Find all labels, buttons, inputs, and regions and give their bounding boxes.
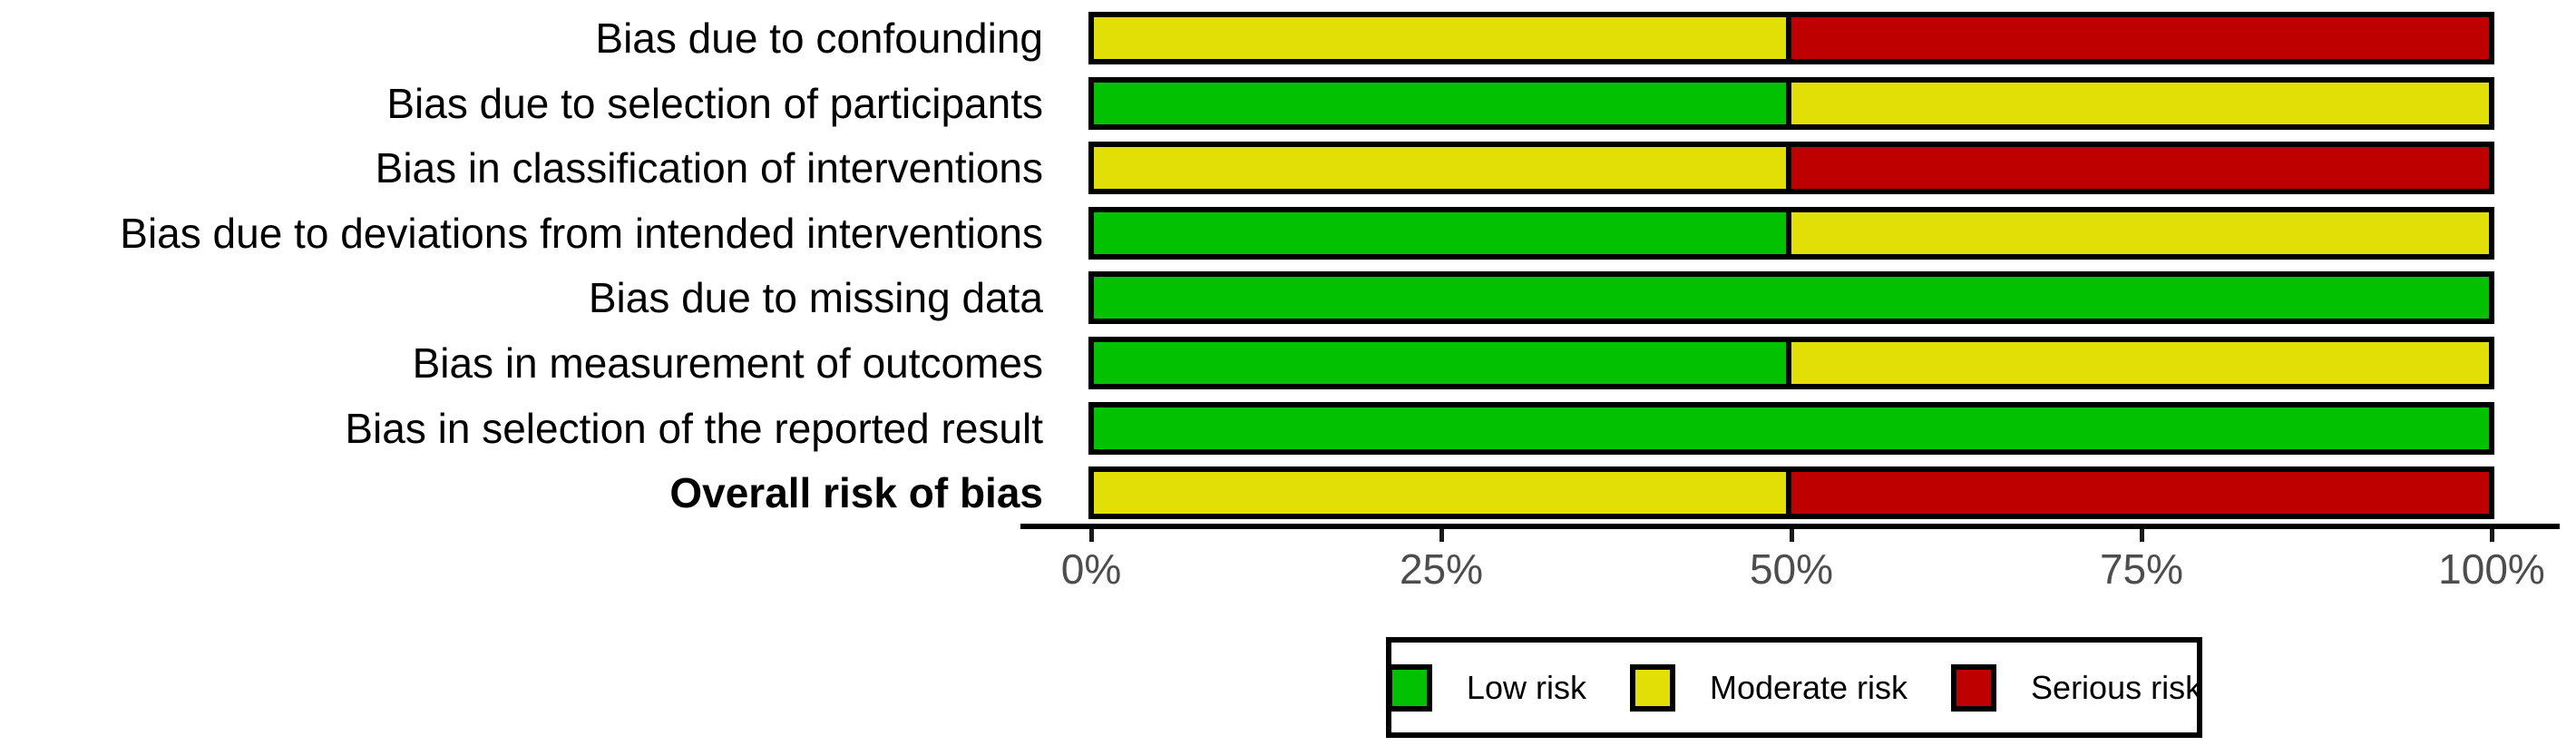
legend-key-moderate-risk — [1629, 663, 1675, 712]
bar-row: Bias due to confounding — [0, 12, 2576, 64]
bar-segment-serious-risk — [1791, 12, 2494, 64]
x-axis-tick — [1088, 529, 1094, 542]
bar-row: Bias due to selection of participants — [0, 76, 2576, 130]
legend-label: Low risk — [1466, 668, 1586, 706]
bar-track — [1088, 466, 2494, 520]
bar-segment-low-risk — [1088, 271, 2494, 325]
bar-segment-moderate-risk — [1088, 466, 1791, 520]
bar-segment-low-risk — [1088, 206, 1791, 260]
bar-segment-low-risk — [1088, 76, 1791, 130]
category-label: Bias in classification of interventions — [375, 144, 1043, 192]
x-axis-tick — [2489, 529, 2494, 542]
bar-track — [1088, 206, 2494, 260]
bar-track — [1088, 12, 2494, 64]
legend-item: Low risk — [1386, 663, 1586, 712]
category-label: Bias in selection of the reported result — [345, 404, 1043, 452]
bar-segment-moderate-risk — [1088, 142, 1791, 195]
bar-row: Bias in measurement of outcomes — [0, 337, 2576, 389]
bar-track — [1088, 271, 2494, 325]
bar-track — [1088, 76, 2494, 130]
legend-item: Moderate risk — [1629, 663, 1908, 712]
legend-label: Serious risk — [2031, 668, 2202, 706]
category-label: Overall risk of bias — [669, 469, 1043, 517]
bar-row: Bias due to missing data — [0, 271, 2576, 325]
legend-item: Serious risk — [1951, 663, 2202, 712]
bar-segment-moderate-risk — [1088, 12, 1791, 64]
bar-segment-moderate-risk — [1791, 76, 2494, 130]
bar-row: Bias in selection of the reported result — [0, 401, 2576, 455]
bar-track — [1088, 142, 2494, 195]
x-axis-tick-label: 25% — [1399, 545, 1484, 593]
x-axis-tick — [1439, 529, 1444, 542]
legend: Low risk Moderate risk Serious risk — [1386, 637, 2202, 738]
legend-key-serious-risk — [1951, 663, 1997, 712]
x-axis-tick-label: 0% — [1060, 545, 1122, 593]
category-label: Bias due to confounding — [595, 15, 1043, 62]
category-label: Bias due to deviations from intended int… — [120, 209, 1043, 257]
bar-row: Overall risk of bias — [0, 466, 2576, 520]
bar-track — [1088, 337, 2494, 389]
bar-track — [1088, 401, 2494, 455]
bar-segment-serious-risk — [1791, 466, 2494, 520]
category-label: Bias in measurement of outcomes — [412, 339, 1043, 387]
x-axis-tick — [1789, 529, 1794, 542]
category-label: Bias due to missing data — [588, 274, 1043, 322]
legend-key-low-risk — [1386, 663, 1432, 712]
bar-segment-serious-risk — [1791, 142, 2494, 195]
x-axis-tick-label: 50% — [1749, 545, 1834, 593]
bar-segment-moderate-risk — [1791, 206, 2494, 260]
x-axis-tick — [2139, 529, 2144, 542]
x-axis-line — [1020, 524, 2560, 529]
bar-segment-moderate-risk — [1791, 337, 2494, 389]
x-axis-tick-label: 100% — [2438, 545, 2545, 593]
bar-row: Bias in classification of interventions — [0, 142, 2576, 195]
category-label: Bias due to selection of participants — [386, 79, 1043, 127]
legend-label: Moderate risk — [1709, 668, 1908, 706]
bar-segment-low-risk — [1088, 401, 2494, 455]
x-axis-tick-label: 75% — [2099, 545, 2184, 593]
bar-segment-low-risk — [1088, 337, 1791, 389]
bar-row: Bias due to deviations from intended int… — [0, 206, 2576, 260]
